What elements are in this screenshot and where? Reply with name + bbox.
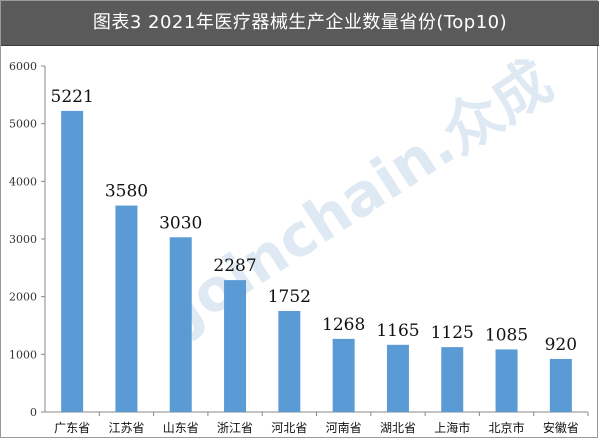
bar	[115, 205, 138, 412]
category-label: 浙江省	[217, 421, 253, 435]
category-label: 河南省	[326, 420, 362, 435]
bar-value-label: 3030	[159, 213, 202, 233]
bar-value-label: 1268	[322, 315, 365, 335]
bar-value-label: 1085	[485, 325, 528, 345]
y-tick-label: 0	[30, 406, 37, 419]
bar-value-label: 5221	[51, 87, 94, 107]
category-label: 北京市	[489, 420, 525, 435]
bar	[169, 237, 192, 412]
y-tick-label: 4000	[9, 175, 37, 188]
category-label: 上海市	[434, 420, 470, 435]
bar	[386, 344, 409, 412]
category-label: 湖北省	[380, 420, 416, 435]
bar-value-label: 1165	[376, 321, 419, 341]
y-tick-label: 2000	[9, 291, 37, 304]
data-labels: 5221 3580 3030 2287 1752 1268 1165 1125 1085 920	[51, 87, 578, 355]
category-label: 广东省	[54, 421, 90, 435]
bar-value-label: 3580	[105, 182, 148, 202]
category-label: 山东省	[163, 421, 199, 435]
watermark: Joinchain.众成	[157, 47, 564, 344]
bar-value-label: 920	[545, 335, 577, 355]
bar	[224, 280, 247, 412]
bar	[61, 110, 84, 412]
bar	[549, 358, 572, 412]
bar-value-label: 1752	[268, 287, 311, 307]
category-label: 江苏省	[108, 421, 144, 435]
bar-series	[61, 110, 572, 412]
bar	[278, 310, 301, 412]
bar	[441, 347, 464, 412]
y-tick-label: 1000	[9, 348, 37, 361]
category-label: 河北省	[271, 421, 307, 435]
chart-title: 图表3 2021年医疗器械生产企业数量省份(Top10)	[92, 12, 508, 33]
title-bar: 图表3 2021年医疗器械生产企业数量省份(Top10)	[1, 1, 599, 46]
y-tick-label: 6000	[9, 60, 37, 73]
category-label: 安徽省	[543, 420, 579, 435]
y-tick-label: 5000	[9, 118, 37, 131]
y-tick-label: 3000	[9, 233, 37, 246]
bar	[332, 338, 355, 412]
bar-value-label: 2287	[213, 256, 256, 276]
bar-value-label: 1125	[431, 323, 474, 343]
bar	[495, 349, 518, 412]
